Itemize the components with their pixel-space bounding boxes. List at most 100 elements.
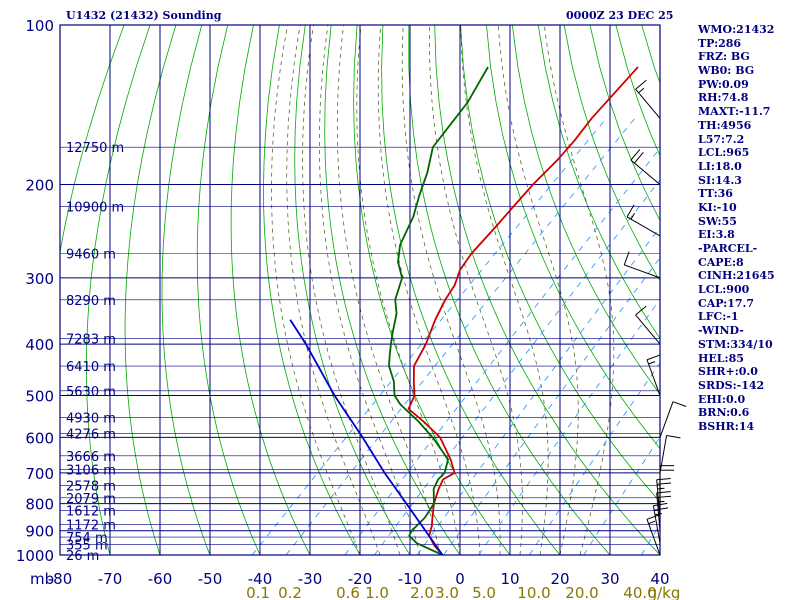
height-label: 12750 m <box>66 141 124 156</box>
temperature-tick-label: 10 <box>500 570 519 588</box>
index-row: -PARCEL- <box>698 242 758 255</box>
wind-barb-shaft <box>630 159 661 185</box>
index-row: WMO:21432 <box>698 23 775 36</box>
wind-barb-flag <box>635 79 647 90</box>
mixing-ratio-line <box>251 118 607 555</box>
wind-barb-flag <box>648 361 656 365</box>
temperature-tick-label: -20 <box>348 570 373 588</box>
height-label: 4276 m <box>66 428 116 443</box>
index-row: LFC:-1 <box>698 310 739 324</box>
index-row: SRDS:-142 <box>698 378 765 392</box>
index-row: EHI:0.0 <box>698 392 746 406</box>
height-label: 355 m <box>66 538 108 553</box>
index-row: -WIND- <box>698 324 744 338</box>
index-row: STM:334/10 <box>698 337 773 351</box>
indices-panel: WMO:21432 TP:286 FRZ: BG WB0: BG PW:0.09 RH:7… <box>698 23 798 434</box>
wind-barb <box>635 305 661 345</box>
sounding-time: 0000Z 23 DEC 25 <box>566 9 674 22</box>
height-label: 26 m <box>66 549 99 564</box>
dry-adiabat <box>563 25 660 282</box>
wind-barb-flag <box>656 491 671 494</box>
wind-barb-flag <box>653 502 668 507</box>
index-row: TH:4956 <box>698 118 752 132</box>
wind-barb-shaft <box>659 435 668 473</box>
index-row: SW:55 <box>698 214 737 228</box>
temperature-tick-label: -80 <box>48 570 73 588</box>
wind-barb <box>646 354 661 396</box>
wind-barb-shaft <box>656 479 661 518</box>
height-label: 1612 m <box>66 505 116 520</box>
pressure-tick-label: 700 <box>25 465 54 483</box>
height-label: 6410 m <box>66 360 116 375</box>
mixing-ratio-line <box>583 436 660 555</box>
temperature-tick-label: -50 <box>198 570 223 588</box>
mixing-ratio-label: 20.0 <box>565 584 598 600</box>
wind-barb-flag <box>666 434 681 439</box>
temperature-tick-label: 30 <box>600 570 619 588</box>
index-row: FRZ: BG <box>698 50 750 64</box>
wind-barb <box>635 79 661 119</box>
height-label: 8290 m <box>66 294 116 309</box>
index-row: WB0: BG <box>698 64 755 78</box>
temperature-line <box>407 66 639 555</box>
temperature-tick-label: 40 <box>650 570 669 588</box>
dry-adiabat <box>60 25 125 555</box>
index-row: BSHR:14 <box>698 419 755 433</box>
mixing-ratio-label: 3.0 <box>435 584 459 600</box>
index-row: CAPE:8 <box>698 255 744 269</box>
moist-adiabat <box>377 25 481 555</box>
height-label: 754 m <box>66 531 108 546</box>
height-label: 3666 m <box>66 450 116 465</box>
pressure-tick-label: 300 <box>25 270 54 288</box>
index-row: TT:36 <box>698 187 733 201</box>
wind-barb-flag <box>654 507 669 511</box>
index-row: TP:286 <box>698 36 742 50</box>
wind-barb-flag <box>626 204 635 218</box>
index-row: LCL:900 <box>698 283 750 297</box>
mixing-ratio-label: 0.6 <box>336 584 360 600</box>
pressure-tick-label: 200 <box>25 177 54 195</box>
pressure-tick-label: 400 <box>25 336 54 354</box>
wind-barb-shaft <box>652 505 661 544</box>
wind-barb-flag <box>646 514 661 520</box>
wind-barb-flag <box>657 495 672 498</box>
index-row: MAXT:-11.7 <box>698 105 771 119</box>
wind-barb-shaft <box>659 401 674 438</box>
wind-barb-flag <box>672 401 687 407</box>
wind-barb-flag <box>646 354 661 361</box>
pressure-tick-label: 900 <box>25 523 54 541</box>
wind-barb-shaft <box>635 314 661 345</box>
wind-barb-flag <box>634 152 644 164</box>
wind-barb-shaft <box>646 519 661 556</box>
pressure-unit-label: mb <box>30 570 54 588</box>
wind-barb <box>656 491 672 531</box>
wind-barb-flag <box>648 520 656 525</box>
height-label: 2079 m <box>66 492 116 507</box>
dry-adiabat <box>511 25 660 395</box>
index-row: PW:0.09 <box>698 77 749 91</box>
height-label: 1172 m <box>66 518 116 533</box>
index-row: EI:3.8 <box>698 228 735 242</box>
pressure-tick-label: 500 <box>25 387 54 405</box>
wind-barb <box>659 434 681 473</box>
pressure-tick-label: 1000 <box>16 547 54 565</box>
height-label: 3106 m <box>66 464 116 479</box>
wind-barb-flag <box>657 482 672 485</box>
wind-barb <box>630 149 661 185</box>
mixing-ratio-line <box>374 179 660 555</box>
pressure-tick-label: 600 <box>25 429 54 447</box>
index-row: KI:-10 <box>698 200 737 214</box>
wind-barb-shaft <box>646 359 661 396</box>
index-row: HEL:85 <box>698 351 744 365</box>
wind-barb-flag <box>657 487 665 490</box>
wind-barb <box>656 478 672 518</box>
wind-barb-flag <box>623 251 630 266</box>
dry-adiabat <box>537 25 660 340</box>
wind-barb-flag <box>638 87 645 94</box>
mixing-ratio-line <box>285 118 636 555</box>
index-row: CINH:21645 <box>698 269 775 283</box>
height-label: 7283 m <box>66 332 116 347</box>
mixing-ratio-label: 0.1 <box>246 584 270 600</box>
temperature-tick-label: 0 <box>455 570 465 588</box>
